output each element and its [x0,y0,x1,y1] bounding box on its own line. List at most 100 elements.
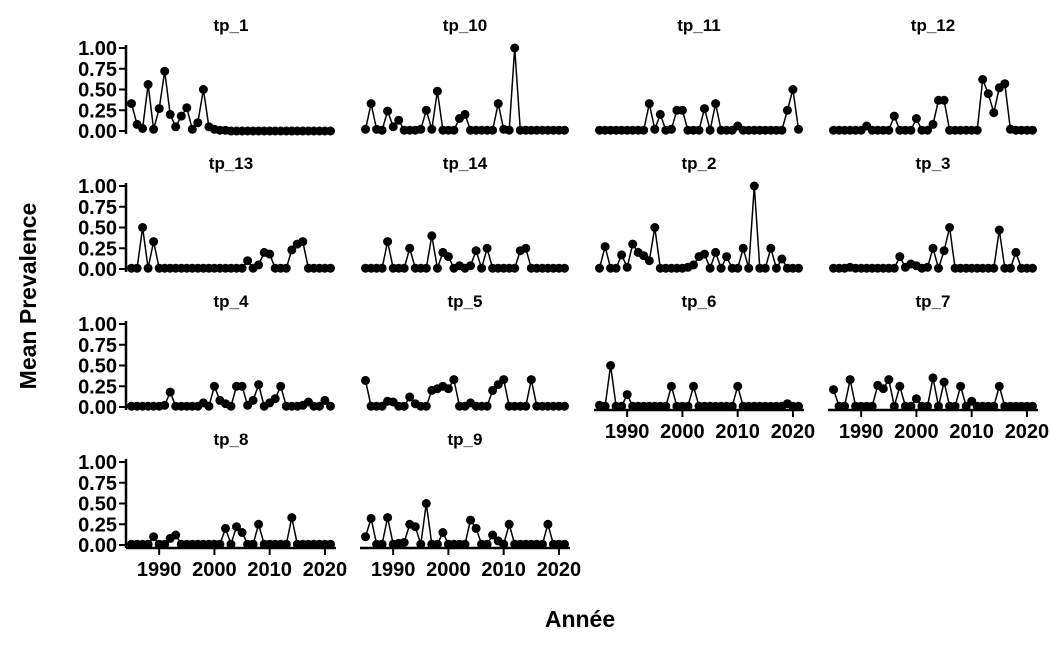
x-tick-label: 2000 [426,559,471,581]
data-point [254,260,264,270]
panel-tp_12: tp_12 [829,16,1037,135]
data-point [449,375,459,385]
data-point [617,401,627,411]
data-point [928,119,938,129]
data-point [560,401,569,411]
x-tick-label: 1990 [839,421,884,443]
data-point [204,401,214,411]
data-point [477,263,487,273]
data-point [537,539,547,549]
data-point [326,263,335,273]
data-point [622,262,632,272]
data-point [766,243,776,253]
data-point [154,104,164,114]
data-point [171,530,181,540]
data-point [989,401,999,411]
panel-title: tp_3 [916,154,951,173]
data-point [182,103,192,113]
data-point [939,246,949,256]
data-point [771,263,781,273]
x-tick-label: 2010 [247,559,292,581]
data-point [889,401,899,411]
data-point [600,242,610,252]
data-point [149,532,159,542]
data-point [972,125,982,135]
data-point [399,401,409,411]
data-point [377,125,387,135]
data-point [504,125,514,135]
data-point [377,539,387,549]
y-tick-label: 0.25 [78,100,117,122]
data-point [221,523,230,533]
x-tick-label: 2020 [1005,421,1050,443]
data-point [165,109,175,119]
data-point [510,263,520,273]
data-point [281,263,291,273]
panel-tp_6: tp_6 1990 2000 2010 2020 [594,292,815,443]
x-tick-label: 1990 [137,559,182,581]
data-point [138,223,148,232]
data-point [243,256,253,266]
data-point [237,381,247,391]
y-tick-label: 0.75 [78,197,117,219]
data-point [361,124,370,134]
y-tick-label: 0.75 [78,335,117,357]
data-point [383,106,393,116]
data-point [829,385,838,395]
data-point [421,263,431,273]
data-point [521,401,531,411]
data-point [226,401,236,411]
data-point [361,375,370,385]
data-point [700,104,709,114]
data-point [270,394,280,404]
panel-title: tp_1 [214,16,249,35]
y-tick-label: 0.00 [78,259,117,281]
x-tick-label: 2010 [481,559,526,581]
panel-title: tp_13 [209,154,253,173]
data-point [639,125,649,135]
y-tick-label: 0.00 [78,397,117,419]
data-point [460,109,470,119]
data-point [526,375,536,385]
data-point [644,256,654,266]
x-tick-label: 2020 [537,559,582,581]
data-point [867,401,877,411]
panel-title: tp_8 [214,430,249,449]
data-point [543,519,553,529]
data-point [683,401,693,411]
panel-title: tp_6 [682,292,717,311]
data-point [889,111,899,121]
data-point [193,118,203,128]
data-point [449,125,459,135]
data-point [694,125,704,135]
data-point [521,243,531,253]
data-point [254,519,264,529]
data-point [689,260,698,270]
data-point [1028,263,1037,273]
data-point [383,513,393,523]
data-point [782,105,792,115]
y-tick-label: 0.50 [78,218,117,240]
data-point [560,539,569,549]
data-point [281,539,291,549]
data-point [661,401,671,411]
data-point [727,401,737,411]
series-line [599,89,800,132]
data-point [265,249,275,259]
data-point [889,263,899,273]
data-point [884,125,894,135]
panel-title: tp_2 [682,154,717,173]
panel-tp_11: tp_11 [595,16,803,135]
data-point [655,109,665,119]
panel-tp_13: tp_13 0.000.250.500.751.00 [78,154,335,281]
data-point [878,384,888,394]
data-point [895,381,905,391]
data-point [198,85,208,94]
data-point [482,243,492,253]
data-point [611,263,621,273]
data-point [493,99,503,109]
data-point [923,262,932,272]
data-point [650,223,660,232]
data-point [405,392,415,402]
x-tick-label: 2020 [771,421,816,443]
